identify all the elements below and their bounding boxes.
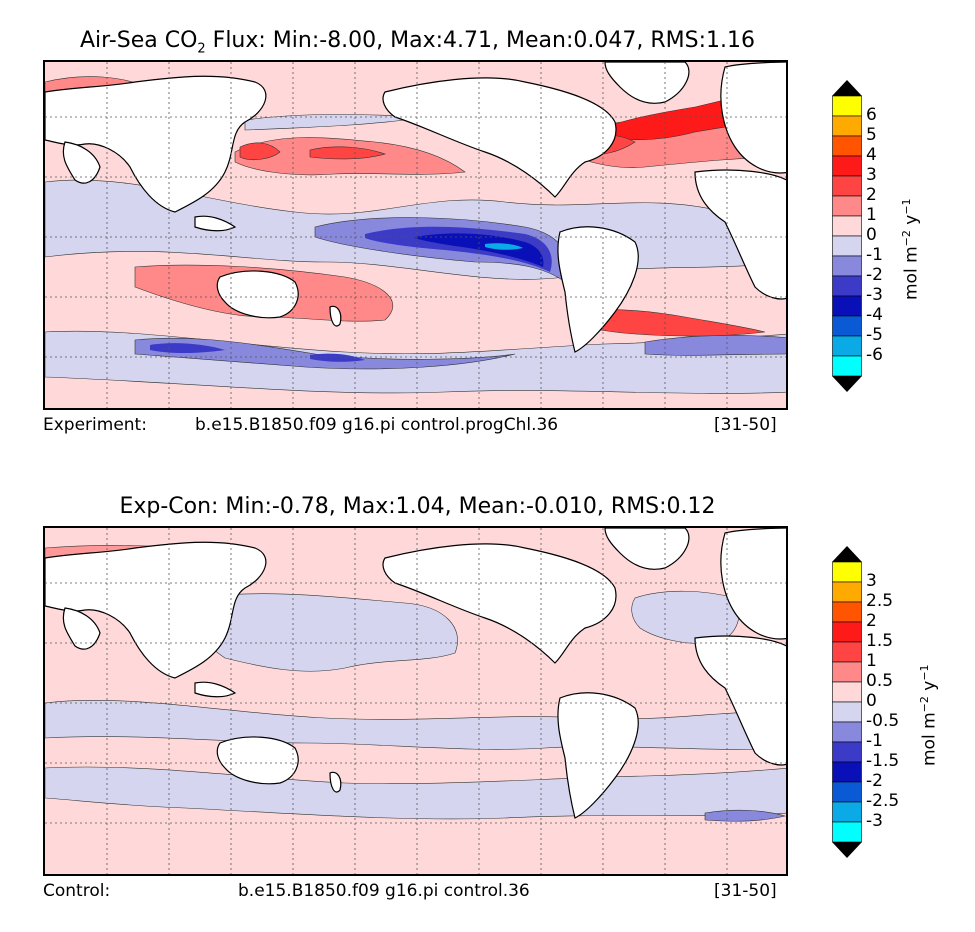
colorbar-swatch [832, 821, 862, 843]
light-blue-tropical-band [45, 699, 786, 750]
colorbar-tick-label: 1 [866, 651, 877, 671]
colorbar-swatch [832, 561, 862, 583]
eurasia-land [45, 541, 267, 679]
africa-land [694, 169, 786, 300]
colorbar [832, 80, 862, 392]
panel-title-diff: Exp-Con: Min:-0.78, Max:1.04, Mean:-0.01… [119, 494, 716, 519]
indonesia-land [194, 681, 237, 698]
colorbar-tick-label: -0.5 [866, 711, 900, 731]
north-america-land [382, 543, 617, 664]
colorbar-swatch [832, 741, 862, 763]
colorbar-swatches [832, 80, 862, 392]
colorbar-tick-label: -6 [866, 345, 883, 365]
colorbar-tick-label: -1.5 [866, 751, 900, 771]
colorbar-tick-label: 2 [866, 185, 877, 205]
greenland-land [604, 528, 690, 570]
panel-experiment: Air-Sea CO2 Flux: Min:-8.00, Max:4.71, M… [0, 0, 975, 460]
greenland-land [604, 62, 690, 104]
map-field [45, 62, 786, 408]
colorbar-tick-label: 5 [866, 125, 877, 145]
australia-land [216, 270, 299, 319]
colorbar-swatch [832, 801, 862, 823]
control-label: Control: [43, 881, 111, 901]
colorbar-tick-label: -5 [866, 325, 883, 345]
land-masses [45, 62, 786, 353]
colorbar-tick-label: -1 [866, 731, 883, 751]
light-blue-south-band [45, 766, 786, 820]
colorbar-tick-label: 0 [866, 691, 877, 711]
colorbar-swatch [832, 781, 862, 803]
africa-land [694, 635, 786, 766]
colorbar-tick-label: -3 [866, 811, 883, 831]
colorbar-tick-label: -2 [866, 265, 883, 285]
india-land [62, 607, 101, 650]
experiment-years: [31-50] [714, 415, 777, 435]
deep-blue-spot-south [150, 343, 225, 353]
colorbar-tick-label: -4 [866, 305, 883, 325]
colorbar-extend-top [832, 80, 862, 96]
experiment-label: Experiment: [43, 415, 147, 435]
mid-blue-spot-south-atlantic [704, 809, 786, 822]
colorbar-extend-bottom [832, 376, 862, 392]
control-years: [31-50] [714, 881, 777, 901]
colorbar-tick-label: 3 [866, 165, 877, 185]
colorbar-tick-label: 2.5 [866, 591, 894, 611]
darkest-blue-tropical-pacific [415, 233, 544, 267]
europe-land [720, 62, 786, 174]
deep-blue-spot-south-2 [310, 353, 365, 362]
colorbar-tick-label: 2 [866, 611, 877, 631]
map-field-diff [45, 528, 786, 874]
new-zealand-land [329, 305, 342, 327]
new-zealand-land [329, 771, 342, 793]
colorbar-swatch [832, 701, 862, 723]
colorbar-swatch [832, 721, 862, 743]
red-south-atlantic [569, 309, 766, 337]
colorbar-tick-label: 1 [866, 205, 877, 225]
indonesia-land [194, 215, 237, 232]
mid-blue-band-south [134, 337, 516, 370]
australia-land [216, 736, 299, 785]
india-land [62, 141, 101, 184]
colorbar-tick-label: 4 [866, 145, 877, 165]
colorbar-swatch [832, 621, 862, 643]
control-case: b.e15.B1850.f09 g16.pi control.36 [238, 881, 530, 901]
colorbar-swatch [832, 761, 862, 783]
colorbar-swatch [832, 601, 862, 623]
colorbar-swatches-diff [832, 546, 862, 858]
red-kuroshio [239, 142, 281, 161]
light-blue-north-pacific [191, 593, 458, 672]
graticule [45, 62, 786, 408]
colorbar-tick-label: -1 [866, 245, 883, 265]
colorbar-swatch [832, 681, 862, 703]
difference-map [43, 526, 788, 876]
colorbar-tick-label: -3 [866, 285, 883, 305]
colorbar-label-diff: mol m−2 y−1 [918, 664, 940, 766]
colorbar-tick-label: 0 [866, 225, 877, 245]
colorbar-swatch [832, 581, 862, 603]
south-america-land [557, 692, 639, 819]
eurasia-land [45, 75, 267, 213]
colorbar-tick-label: -2 [866, 771, 883, 791]
graticule-diff [45, 528, 786, 874]
colorbar-tick-label: 3 [866, 571, 877, 591]
flux-map [43, 60, 788, 410]
panel-title: Air-Sea CO2 Flux: Min:-8.00, Max:4.71, M… [80, 28, 755, 57]
experiment-case: b.e15.B1850.f09 g16.pi control.progChl.3… [195, 415, 559, 435]
colorbar-tick-label: 1.5 [866, 631, 894, 651]
europe-land [720, 528, 786, 640]
colorbar-extend-bottom [832, 842, 862, 858]
colorbar-tick-label: 6 [866, 105, 877, 125]
colorbar-tick-label: -2.5 [866, 791, 900, 811]
colorbar-extend-top [832, 546, 862, 562]
land-masses-diff [45, 528, 786, 819]
cyan-spot-pacific [485, 243, 523, 250]
north-america-land [382, 77, 617, 198]
colorbar-tick-label: 0.5 [866, 671, 894, 691]
colorbar-swatch [832, 641, 862, 663]
south-america-land [557, 226, 639, 353]
colorbar-diff [832, 546, 862, 858]
red-north-pacific-patch [309, 146, 386, 160]
colorbar-swatch [832, 661, 862, 683]
